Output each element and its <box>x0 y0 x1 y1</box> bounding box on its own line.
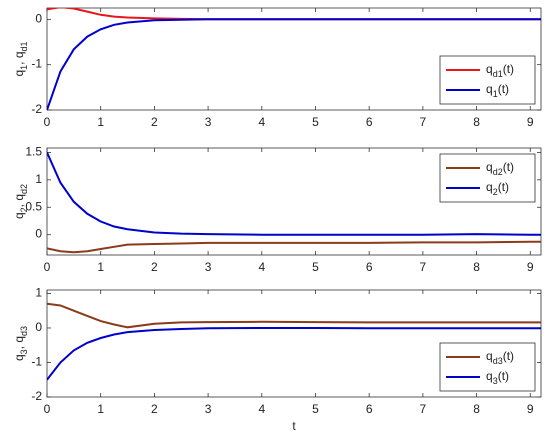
legend-box <box>439 55 536 105</box>
y-tick-label: 0 <box>35 227 42 241</box>
legend-box <box>439 342 536 392</box>
x-tick-label: 7 <box>420 115 427 129</box>
x-tick-label: 9 <box>527 115 534 129</box>
x-tick-label: 2 <box>151 402 158 416</box>
x-tick-label: 2 <box>151 260 158 274</box>
x-tick-label: 9 <box>527 260 534 274</box>
x-tick-label: 1 <box>97 260 104 274</box>
y-tick-label: -2 <box>31 102 42 116</box>
series-line <box>47 302 541 329</box>
y-axis-label: q1, qd1 <box>12 41 29 76</box>
legend: qd1(t) q1(t) <box>439 55 536 105</box>
y-tick-label: 0 <box>35 320 42 334</box>
y-tick-label: -2 <box>31 389 42 403</box>
x-tick-label: 7 <box>420 402 427 416</box>
x-tick-label: 9 <box>527 402 534 416</box>
x-tick-label: 4 <box>258 260 265 274</box>
y-tick-label: 1 <box>35 286 42 300</box>
x-tick-label: 5 <box>312 402 319 416</box>
axes-box <box>46 147 542 256</box>
series-line <box>47 18 541 110</box>
x-tick-label: 6 <box>366 402 373 416</box>
x-tick-label: 8 <box>473 115 480 129</box>
legend: qd2(t) q2(t) <box>439 153 536 203</box>
series-line <box>47 240 541 254</box>
x-tick-label: 3 <box>205 260 212 274</box>
y-tick-label: 0 <box>35 12 42 26</box>
subplot: 0 1 2 3 4 5 6 7 8 9 -2 -1 0 1 q3, qd3 t qd3(t) q3(t) <box>12 286 542 433</box>
x-tick-label: 2 <box>151 115 158 129</box>
series-line <box>47 327 541 381</box>
legend: qd3(t) q3(t) <box>439 342 536 392</box>
series-line <box>47 8 541 21</box>
axes-box <box>46 289 542 398</box>
y-tick-label: 0.5 <box>25 199 42 213</box>
x-tick-label: 0 <box>44 115 51 129</box>
x-tick-label: 3 <box>205 115 212 129</box>
legend-label: q2(t) <box>486 180 509 197</box>
legend-label: qd3(t) <box>486 349 514 366</box>
y-tick-label: -1 <box>31 355 42 369</box>
x-tick-label: 7 <box>420 260 427 274</box>
legend-label: q1(t) <box>486 82 509 99</box>
legend-label: q3(t) <box>486 369 509 386</box>
legend-label: qd1(t) <box>486 62 514 79</box>
y-axis-label: q3, qd3 <box>12 326 29 361</box>
x-tick-label: 0 <box>44 402 51 416</box>
x-tick-label: 6 <box>366 260 373 274</box>
x-tick-label: 6 <box>366 115 373 129</box>
y-tick-label: -1 <box>31 57 42 71</box>
x-tick-label: 4 <box>258 115 265 129</box>
x-tick-label: 4 <box>258 402 265 416</box>
subplot: 0 1 2 3 4 5 6 7 8 9 -2 -1 0 q1, qd1 qd1(t) q1(t) <box>12 7 542 129</box>
y-axis-label: q2, qd2 <box>12 184 29 219</box>
y-tick-label: 1.5 <box>25 145 42 159</box>
legend-label: qd2(t) <box>486 160 514 177</box>
legend-box <box>439 153 536 203</box>
x-axis-label: t <box>292 419 296 433</box>
series-line <box>47 151 541 236</box>
x-tick-label: 5 <box>312 260 319 274</box>
axes-box <box>46 7 542 111</box>
x-tick-label: 8 <box>473 260 480 274</box>
x-tick-label: 3 <box>205 402 212 416</box>
subplot: 0 1 2 3 4 5 6 7 8 9 0 0.5 1 1.5 q2, qd2 qd2(t) q2(t) <box>12 145 542 274</box>
x-tick-label: 0 <box>44 260 51 274</box>
x-tick-label: 1 <box>97 115 104 129</box>
x-tick-label: 1 <box>97 402 104 416</box>
x-tick-label: 5 <box>312 115 319 129</box>
y-tick-label: 1 <box>35 172 42 186</box>
x-tick-label: 8 <box>473 402 480 416</box>
